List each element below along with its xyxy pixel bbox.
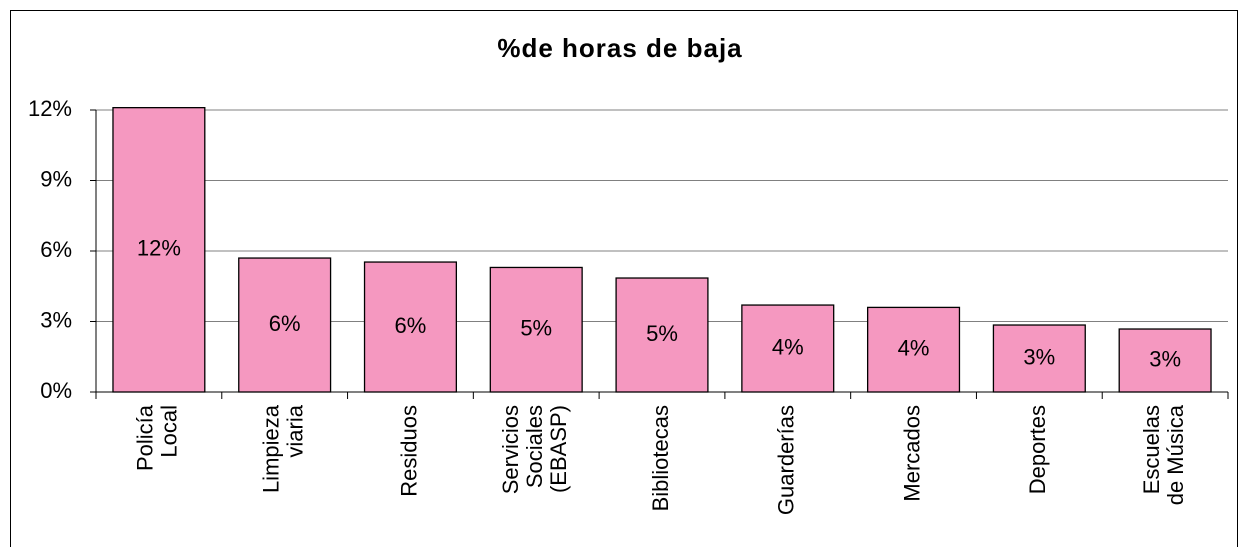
chart-title: %de horas de baja [497, 33, 742, 63]
x-tick-label: Escuelas [1139, 405, 1164, 494]
y-tick-label: 9% [40, 166, 72, 191]
value-label: 6% [269, 311, 301, 336]
x-tick-label: Guarderías [774, 405, 799, 515]
x-tick-label: Policía [133, 404, 158, 471]
bar [741, 304, 835, 393]
x-tick-label: Residuos [396, 405, 421, 497]
x-tick-label: de Música [1163, 404, 1188, 505]
bar [363, 261, 458, 393]
y-tick-label: 6% [40, 237, 72, 262]
x-tick-label: Servicios [498, 405, 523, 494]
x-tick-label: Limpieza [258, 404, 283, 493]
x-tick-label: Bibliotecas [648, 405, 673, 511]
bar [992, 324, 1086, 393]
bar [615, 277, 709, 393]
y-tick-label: 12% [28, 96, 72, 121]
x-tick-label: Local [157, 405, 182, 458]
value-label: 5% [520, 316, 552, 341]
bar [1118, 328, 1212, 393]
value-label: 4% [772, 334, 804, 359]
x-tick-label: (EBASP) [546, 405, 571, 493]
x-tick-label: viaria [282, 404, 307, 457]
value-label: 6% [395, 313, 427, 338]
x-tick-label: Deportes [1025, 405, 1050, 494]
x-tick-label: Mercados [899, 405, 924, 502]
bar [112, 107, 206, 393]
value-label: 4% [898, 336, 930, 361]
x-tick-label: Sociales [522, 405, 547, 488]
bar [866, 306, 961, 393]
y-tick-label: 3% [40, 307, 72, 332]
value-label: 5% [646, 321, 678, 346]
value-label: 3% [1023, 344, 1055, 369]
bar [238, 257, 332, 393]
y-tick-label: 0% [40, 378, 72, 403]
value-label: 12% [137, 236, 181, 261]
bar [489, 266, 583, 393]
value-label: 3% [1149, 346, 1181, 371]
